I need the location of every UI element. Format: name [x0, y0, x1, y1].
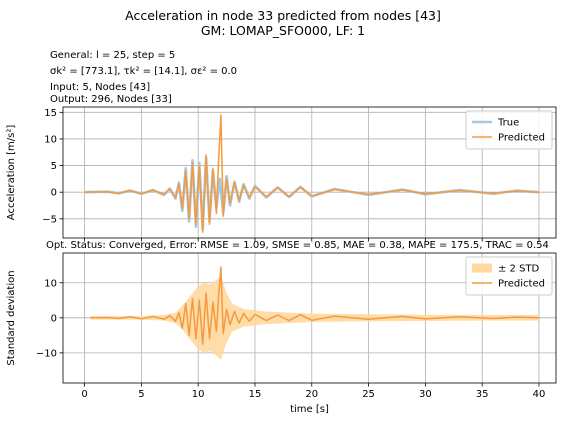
legend-label: ± 2 STD [498, 264, 540, 275]
x-tick-label: 5 [138, 389, 144, 400]
series-line-predicted [84, 114, 540, 233]
axes-frame [62, 106, 557, 239]
x-axis-label: time [s] [290, 404, 329, 415]
x-tick-label: 40 [533, 389, 546, 400]
plot-area [90, 266, 540, 360]
legend-label: True [497, 118, 519, 129]
y-tick-label: 15 [44, 108, 57, 119]
x-tick-label: 25 [362, 389, 375, 400]
optimization-status: Opt. Status: Converged, Error: RMSE = 1.… [46, 240, 549, 251]
plot-area [84, 114, 540, 233]
chart-title-line-1: Acceleration in node 33 predicted from n… [125, 8, 441, 23]
x-tick-label: 35 [476, 389, 489, 400]
x-tick-label: 10 [192, 389, 205, 400]
info-general: General: l = 25, step = 5 [50, 50, 176, 61]
y-tick-label: 10 [44, 278, 57, 289]
y-tick-label: −10 [36, 348, 57, 359]
legend-label: Predicted [498, 279, 545, 290]
legend-swatch-std [472, 263, 492, 273]
y-axis-label: Standard deviation [6, 270, 17, 365]
series-line-predicted [90, 266, 540, 345]
info-input: Input: 5, Nodes [43] [50, 82, 151, 93]
y-tick-label: 0 [51, 313, 57, 324]
info-output: Output: 296, Nodes [33] [50, 94, 172, 105]
x-tick-label: 20 [305, 389, 318, 400]
chart-title-line-2: GM: LOMAP_SFO000, LF: 1 [200, 23, 366, 38]
info-sigma: σk² = [773.1], τk² = [14.1], σε² = 0.0 [50, 66, 238, 77]
y-tick-label: 0 [51, 188, 57, 199]
x-tick-label: 0 [81, 389, 87, 400]
y-tick-label: 10 [44, 134, 57, 145]
x-tick-label: 15 [249, 389, 262, 400]
y-tick-label: −5 [42, 214, 57, 225]
legend-label: Predicted [498, 133, 545, 144]
legend-box [465, 110, 553, 150]
axes-frame [62, 252, 557, 384]
x-tick-label: 30 [419, 389, 432, 400]
y-axis-label: Acceleration [m/s²] [6, 125, 17, 221]
y-tick-label: 5 [51, 161, 57, 172]
